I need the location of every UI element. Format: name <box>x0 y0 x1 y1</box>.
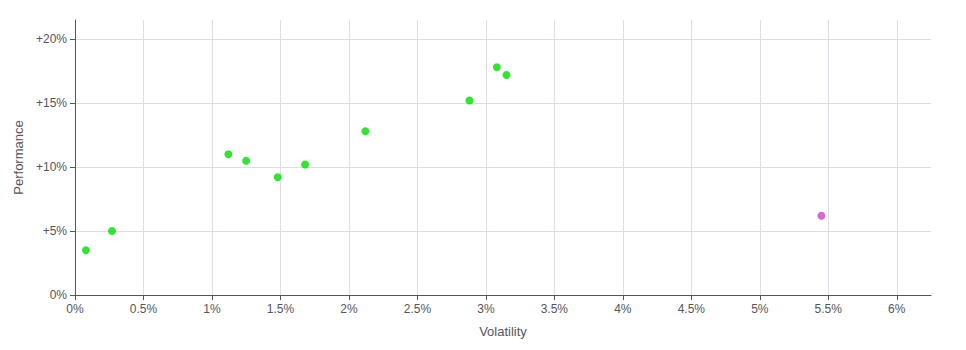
svg-text:2%: 2% <box>340 302 358 316</box>
svg-text:0.5%: 0.5% <box>130 302 158 316</box>
svg-text:0%: 0% <box>50 288 68 302</box>
svg-text:Performance: Performance <box>11 120 26 194</box>
svg-text:4%: 4% <box>614 302 632 316</box>
svg-text:+15%: +15% <box>36 96 67 110</box>
svg-text:6%: 6% <box>888 302 906 316</box>
svg-text:0%: 0% <box>66 302 84 316</box>
svg-text:Volatility: Volatility <box>479 324 527 339</box>
svg-text:1.5%: 1.5% <box>267 302 295 316</box>
svg-text:+20%: +20% <box>36 32 67 46</box>
svg-text:1%: 1% <box>203 302 221 316</box>
svg-text:5.5%: 5.5% <box>815 302 843 316</box>
svg-text:2.5%: 2.5% <box>404 302 432 316</box>
svg-text:4.5%: 4.5% <box>678 302 706 316</box>
svg-text:+5%: +5% <box>43 224 68 238</box>
svg-text:+10%: +10% <box>36 160 67 174</box>
svg-text:3%: 3% <box>477 302 495 316</box>
svg-text:3.5%: 3.5% <box>541 302 569 316</box>
svg-text:5%: 5% <box>751 302 769 316</box>
